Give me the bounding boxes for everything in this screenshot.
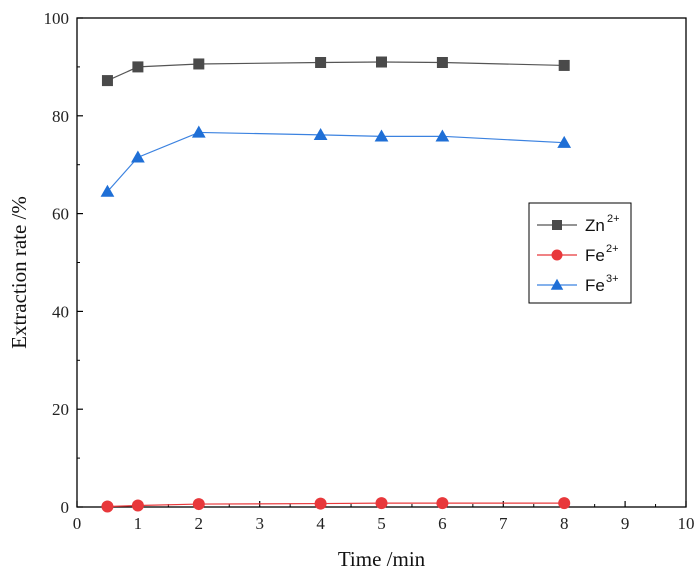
data-point [101,75,113,87]
legend-label: Fe [585,246,605,265]
y-tick-label: 40 [52,302,69,321]
data-point [558,497,571,510]
y-tick-label: 60 [52,205,69,224]
y-tick-label: 20 [52,400,69,419]
legend-label-superscript: 2+ [606,243,619,255]
x-tick-label: 0 [73,514,82,533]
series-line [107,61,565,82]
legend-label-superscript: 3+ [606,273,619,285]
x-tick-label: 6 [438,514,447,533]
series-2 [100,125,572,197]
data-point [191,125,206,138]
x-axis-title: Time /min [338,547,426,571]
x-tick-label: 7 [499,514,508,533]
legend-item: Fe 3+ [537,273,619,295]
data-point [436,56,448,68]
legend-marker [552,220,562,230]
data-point [192,498,205,511]
data-point [558,59,570,71]
legend: Zn 2+Fe 2+Fe 3+ [528,202,632,304]
data-point [131,150,145,163]
x-tick-label: 2 [195,514,204,533]
data-point [557,135,572,148]
legend-marker [551,249,563,261]
data-point [313,127,328,141]
data-point [132,61,144,73]
series-line [107,502,565,508]
x-tick-label: 10 [678,514,695,533]
data-point [314,497,327,510]
series-line [107,131,565,192]
data-point [376,56,387,68]
x-tick-label: 4 [316,514,325,533]
data-point [100,184,115,197]
x-tick-label: 1 [134,514,143,533]
y-tick-label: 100 [44,9,70,28]
data-point [374,129,389,142]
data-point [101,500,114,513]
data-point [435,129,450,142]
legend-label-superscript: 2+ [607,213,620,225]
data-point [131,499,144,512]
series-0 [101,56,570,87]
legend-box [528,202,632,304]
legend-item: Fe 2+ [537,243,619,265]
y-axis-title: Extraction rate /% [7,196,31,349]
x-tick-label: 9 [621,514,630,533]
data-point [375,497,388,510]
data-point [193,58,205,70]
data-point [436,497,449,510]
data-point [315,56,327,68]
series-1 [101,497,571,513]
legend-label: Zn [585,216,605,235]
legend-label: Fe [585,276,605,295]
y-tick-label: 0 [61,498,70,517]
x-tick-label: 3 [255,514,264,533]
x-tick-label: 8 [560,514,569,533]
legend-marker [550,278,564,290]
legend-item: Zn 2+ [537,213,620,235]
series-layer [100,56,572,513]
x-tick-label: 5 [377,514,386,533]
y-tick-label: 80 [52,107,69,126]
